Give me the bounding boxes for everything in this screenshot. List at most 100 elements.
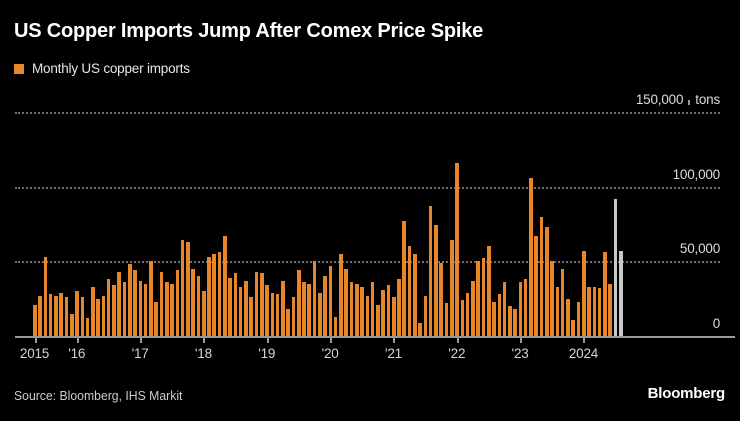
y-axis-tick-value: 0	[712, 316, 721, 331]
bar	[48, 294, 53, 336]
bar	[428, 206, 433, 336]
bar	[555, 286, 560, 336]
bar	[38, 295, 42, 336]
bar	[523, 279, 528, 336]
gridline	[15, 112, 720, 114]
legend: Monthly US copper imports	[14, 61, 190, 76]
bar	[413, 253, 417, 336]
bar	[265, 285, 269, 336]
x-axis-tick	[140, 338, 143, 343]
x-axis-tick	[76, 338, 79, 343]
bar	[397, 279, 401, 336]
bar	[259, 273, 264, 336]
bar	[381, 289, 385, 336]
bar	[159, 271, 164, 336]
bar	[518, 282, 523, 336]
bar	[307, 283, 312, 336]
bloomberg-logo: Bloomberg	[647, 385, 726, 402]
x-axis-tick	[34, 338, 37, 343]
bar	[386, 285, 391, 336]
bar	[249, 297, 253, 336]
x-axis-label: '20	[321, 346, 339, 361]
bar	[64, 297, 69, 336]
x-axis-label: 2015	[19, 346, 50, 361]
bar	[91, 286, 95, 336]
bar	[581, 250, 586, 336]
x-axis-tick	[583, 338, 586, 343]
bar	[318, 292, 322, 336]
x-axis-tick	[393, 338, 396, 343]
bar	[275, 294, 280, 336]
bar	[312, 261, 317, 336]
bar	[286, 309, 290, 336]
bar	[370, 282, 375, 336]
y-axis-label: 150,000 tons	[636, 92, 720, 107]
bar	[566, 298, 570, 336]
x-axis-label: '18	[194, 346, 212, 361]
y-axis-label: 100,000	[672, 166, 721, 182]
bar	[175, 270, 180, 336]
bar	[360, 286, 364, 336]
bar	[481, 258, 486, 336]
legend-label: Monthly US copper imports	[32, 61, 190, 76]
x-axis-line	[15, 336, 735, 338]
bar	[80, 297, 85, 336]
bar	[69, 313, 74, 336]
bar	[539, 216, 544, 336]
bar	[608, 283, 612, 336]
gridline	[15, 261, 720, 264]
x-axis-tick	[520, 338, 523, 343]
bar	[149, 261, 153, 336]
y-axis-tick-value: 50,000	[679, 241, 720, 257]
bar	[296, 270, 301, 336]
bar	[376, 304, 380, 336]
bar	[302, 282, 306, 336]
bar	[497, 294, 502, 336]
x-axis-label: '23	[511, 346, 529, 361]
x-axis-tick	[456, 338, 459, 343]
bar	[492, 301, 496, 336]
bar	[191, 268, 195, 336]
bar	[170, 283, 174, 336]
bar	[402, 221, 407, 336]
bar	[502, 282, 507, 336]
bar	[423, 295, 428, 336]
bar	[508, 306, 512, 336]
bar	[180, 240, 185, 336]
x-axis-label: '16	[68, 346, 86, 361]
x-axis-label: '17	[131, 346, 149, 361]
bar	[85, 318, 90, 336]
bar	[349, 282, 354, 336]
y-axis-unit-label: tons	[695, 92, 720, 107]
y-axis-label: 50,000	[680, 241, 720, 256]
bar	[164, 282, 169, 336]
bar	[513, 309, 517, 336]
bar	[597, 288, 602, 336]
x-axis-label: '21	[384, 346, 402, 361]
bar	[212, 253, 217, 336]
bar	[291, 297, 296, 336]
bar	[550, 261, 554, 336]
bar	[391, 297, 396, 336]
bar	[407, 246, 412, 336]
bar	[455, 162, 459, 336]
gridline	[15, 186, 720, 189]
bar	[618, 250, 623, 336]
bar	[450, 240, 454, 336]
y-axis-tick-value: 100,000	[672, 166, 721, 182]
y-axis-label: 0	[712, 316, 721, 331]
bar	[587, 286, 591, 336]
bar	[333, 316, 338, 336]
bar	[444, 303, 449, 336]
bar	[534, 235, 539, 336]
bar	[281, 280, 285, 336]
bar	[101, 295, 106, 336]
legend-swatch-icon	[14, 63, 24, 74]
bar	[476, 261, 480, 336]
bar	[122, 282, 127, 336]
bar	[54, 295, 58, 336]
bar	[418, 322, 422, 336]
x-axis-label: 2024	[568, 346, 599, 361]
source-label: Source: Bloomberg, IHS Markit	[14, 388, 183, 403]
x-axis-tick	[203, 338, 206, 343]
